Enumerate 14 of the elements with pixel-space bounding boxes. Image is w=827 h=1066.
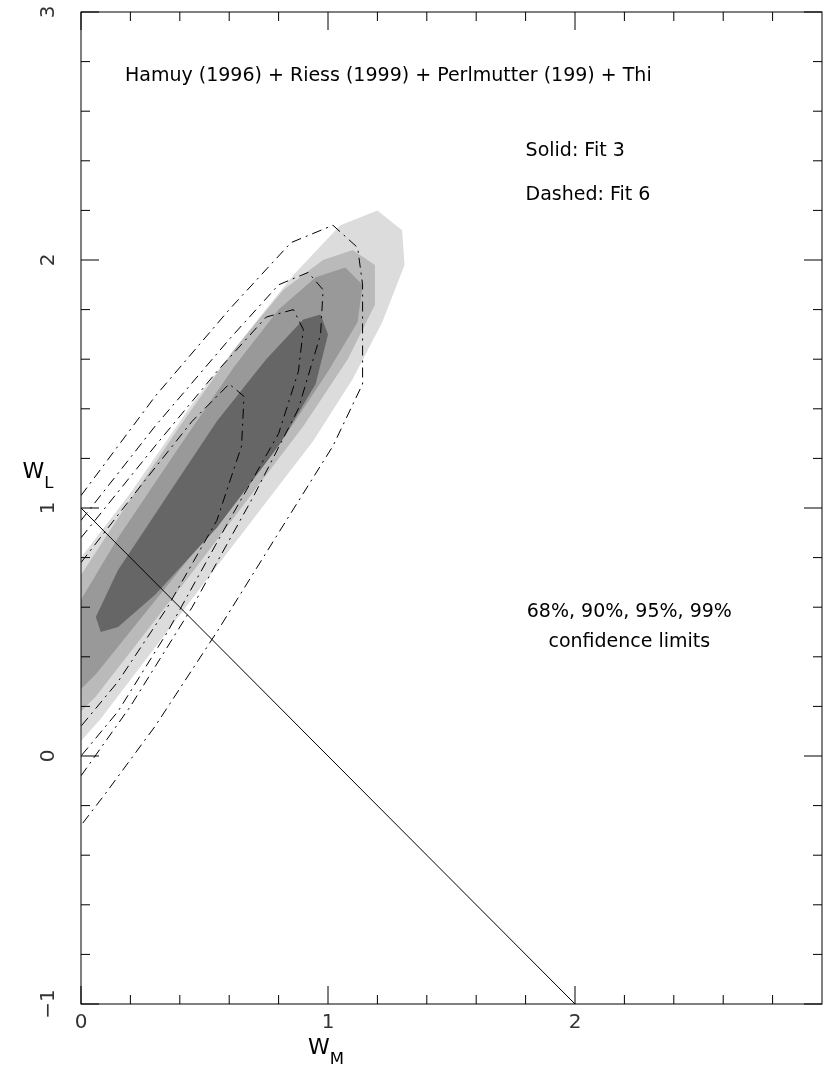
x-tick-label: 1	[321, 1009, 335, 1033]
x-tick-label: 0	[74, 1009, 88, 1033]
y-tick-label: −1	[35, 989, 59, 1019]
y-tick-label: 1	[35, 501, 59, 515]
y-axis-title: W$_{L}$	[22, 458, 55, 492]
x-axis-title: W$_{M}$	[307, 1034, 345, 1066]
text: Hamuy (1996) + Riess (1999) + Perlmutter (199) + Thi	[125, 63, 652, 85]
annotation: Dashed: Fit 6	[525, 182, 651, 205]
annotation: 68%, 90%, 95%, 99% confidence limits	[526, 599, 732, 652]
annotation: Solid: Fit 3	[525, 137, 625, 160]
x-tick-label: 2	[568, 1009, 582, 1033]
y-tick-label: 3	[35, 5, 59, 19]
y-tick-label: 2	[35, 253, 59, 267]
y-tick-label: 0	[35, 749, 59, 763]
